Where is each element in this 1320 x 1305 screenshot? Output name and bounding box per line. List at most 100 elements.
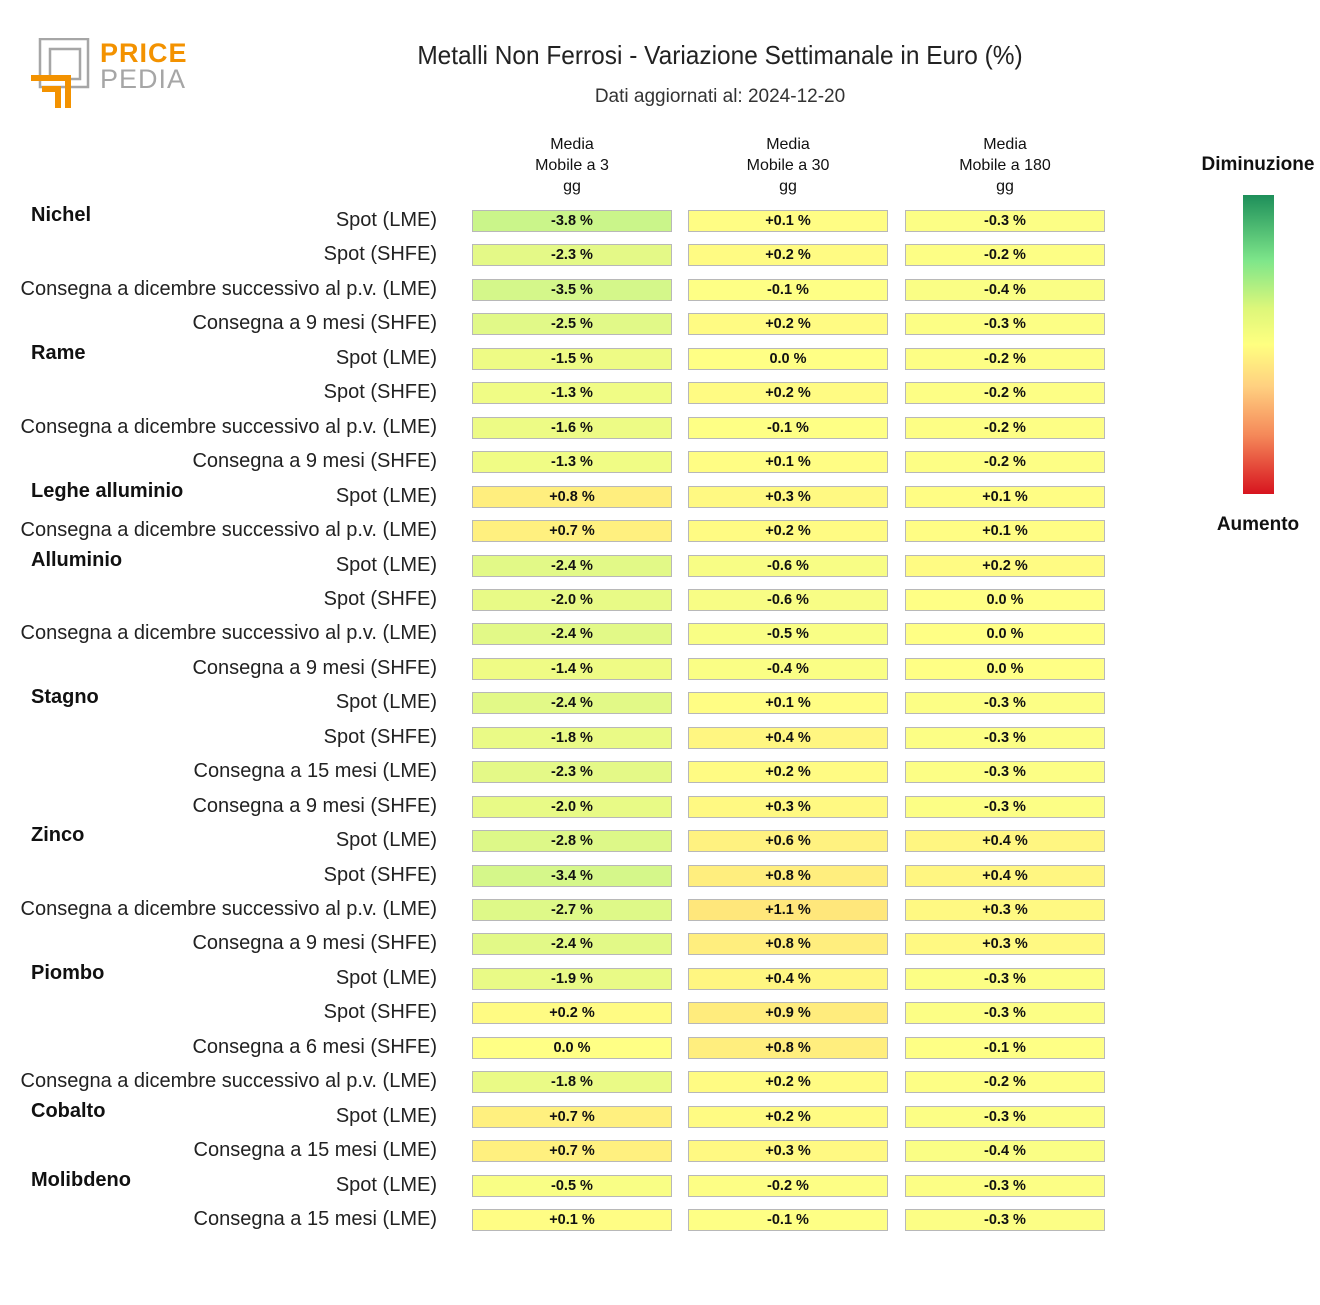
row-label: Consegna a 9 mesi (SHFE) (192, 312, 437, 335)
row-label: Spot (SHFE) (323, 381, 437, 404)
row-label: Consegna a 6 mesi (SHFE) (192, 1035, 437, 1058)
heatmap-cell: +0.8 % (688, 933, 888, 956)
heatmap-cell: -1.3 % (472, 382, 672, 405)
row-label: Consegna a dicembre successivo al p.v. (… (20, 622, 437, 645)
heatmap-cell: -1.5 % (472, 347, 672, 370)
heatmap-cell: +0.3 % (688, 795, 888, 818)
heatmap-cell: -0.3 % (905, 692, 1105, 715)
heatmap-cell: -1.8 % (472, 1071, 672, 1094)
column-header-line: Mobile a 3 (535, 157, 609, 174)
heatmap-cell: -0.3 % (905, 795, 1105, 818)
row-label: Spot (SHFE) (323, 863, 437, 886)
row-label: Spot (SHFE) (323, 725, 437, 748)
heatmap-cell: +0.2 % (472, 1002, 672, 1025)
heatmap-cell: -0.3 % (905, 313, 1105, 336)
group-label: Alluminio (31, 548, 123, 571)
heatmap-cell: -2.0 % (472, 795, 672, 818)
heatmap-cell: -0.6 % (688, 554, 888, 577)
heatmap-cell: +0.7 % (472, 520, 672, 543)
heatmap-cell: +0.3 % (905, 933, 1105, 956)
heatmap-cell: -0.2 % (905, 244, 1105, 267)
heatmap-cell: +0.3 % (688, 485, 888, 508)
row-label: Consegna a dicembre successivo al p.v. (… (20, 898, 437, 920)
heatmap-cell: -1.8 % (472, 726, 672, 749)
heatmap-cell: -0.1 % (688, 1209, 888, 1232)
heatmap-cell: -0.3 % (905, 761, 1105, 784)
column-header-line: gg (563, 178, 581, 195)
row-label: Spot (LME) (335, 209, 437, 231)
heatmap-cell: -1.9 % (472, 967, 672, 990)
heatmap-cell: 0.0 % (472, 1036, 672, 1059)
heatmap-cell: +0.2 % (905, 554, 1105, 577)
row-label: Consegna a 9 mesi (SHFE) (192, 932, 437, 955)
heatmap-cell: -0.6 % (688, 588, 888, 611)
row-label: Spot (LME) (335, 553, 437, 576)
heatmap-cell: -3.5 % (472, 278, 672, 301)
heatmap-cell: 0.0 % (688, 347, 888, 370)
heatmap-cell: +0.1 % (688, 210, 888, 232)
row-label: Consegna a 15 mesi (LME) (193, 760, 437, 783)
heatmap-cell: +0.1 % (472, 1209, 672, 1232)
heatmap-cell: -2.7 % (472, 899, 672, 921)
heatmap-cell: +0.8 % (688, 864, 888, 887)
heatmap-cell: +0.2 % (688, 1071, 888, 1094)
legend-label-decrease: Diminuzione (1201, 154, 1315, 175)
row-label: Consegna a dicembre successivo al p.v. (… (20, 1070, 437, 1093)
heatmap-cell: +0.7 % (472, 1140, 672, 1163)
row-label: Consegna a 9 mesi (SHFE) (192, 450, 437, 473)
heatmap-cell: -0.3 % (905, 1002, 1105, 1025)
heatmap-cell: -2.8 % (472, 830, 672, 853)
heatmap-cell: -1.4 % (472, 657, 672, 680)
heatmap-cell: -1.3 % (472, 451, 672, 474)
heatmap-cell: -2.3 % (472, 244, 672, 267)
heatmap-cell: +0.4 % (905, 864, 1105, 887)
heatmap-cell: +0.4 % (688, 726, 888, 749)
heatmap-cell: +0.8 % (472, 485, 672, 508)
column-header-line: gg (996, 178, 1014, 195)
heatmap-cell: -0.5 % (688, 623, 888, 646)
row-label: Spot (LME) (335, 966, 437, 989)
row-label: Spot (LME) (335, 829, 437, 852)
heatmap-cell: +0.2 % (688, 313, 888, 336)
column-header-line: Media (983, 136, 1027, 153)
heatmap-cell: -2.5 % (472, 313, 672, 336)
heatmap-cell: +0.1 % (905, 485, 1105, 508)
heatmap-cell: +0.9 % (688, 1002, 888, 1025)
chart-title: Metalli Non Ferrosi - Variazione Settima… (417, 40, 1023, 70)
heatmap-cell: -0.2 % (905, 416, 1105, 439)
heatmap-cell: -0.5 % (472, 1174, 672, 1197)
heatmap-cell: +0.8 % (688, 1036, 888, 1059)
heatmap-cell: 0.0 % (905, 657, 1105, 680)
pricepedia-logo: PRICE PEDIA (30, 37, 190, 110)
heatmap-cell: -0.3 % (905, 726, 1105, 749)
row-label: Spot (LME) (335, 1104, 437, 1127)
row-label: Spot (LME) (335, 346, 437, 369)
heatmap-cell: -0.2 % (905, 451, 1105, 474)
row-label: Spot (LME) (335, 1173, 437, 1196)
row-label: Spot (LME) (335, 691, 437, 714)
heatmap-cell: -0.3 % (905, 967, 1105, 990)
heatmap-cell: 0.0 % (905, 588, 1105, 611)
heatmap-cell: +0.2 % (688, 244, 888, 267)
heatmap-cell: -0.4 % (688, 657, 888, 680)
row-label: Spot (SHFE) (323, 1001, 437, 1024)
logo-text-price: PRICE (100, 38, 188, 68)
heatmap-cell: +1.1 % (688, 899, 888, 921)
heatmap-cell: +0.2 % (688, 1105, 888, 1128)
group-label: Zinco (31, 824, 85, 847)
row-label: Consegna a 15 mesi (LME) (193, 1208, 437, 1231)
group-label: Piombo (31, 961, 105, 984)
column-header-2: Media Mobile a 30 gg (688, 134, 888, 197)
heatmap-cell: -0.1 % (688, 416, 888, 439)
heatmap-cell: -1.6 % (472, 416, 672, 439)
row-label: Consegna a dicembre successivo al p.v. (… (20, 519, 437, 542)
heatmap-cell: -0.3 % (905, 210, 1105, 232)
row-label: Consegna a 9 mesi (SHFE) (192, 794, 437, 817)
chart-subtitle: Dati aggiornati al: 2024-12-20 (594, 86, 846, 107)
column-header-line: gg (779, 178, 797, 195)
heatmap-cell: +0.3 % (905, 899, 1105, 921)
heatmap-cell: +0.1 % (688, 451, 888, 474)
group-label: Rame (31, 341, 86, 364)
heatmap-cell: +0.1 % (688, 692, 888, 715)
logo-text-pedia: PEDIA (100, 64, 187, 94)
